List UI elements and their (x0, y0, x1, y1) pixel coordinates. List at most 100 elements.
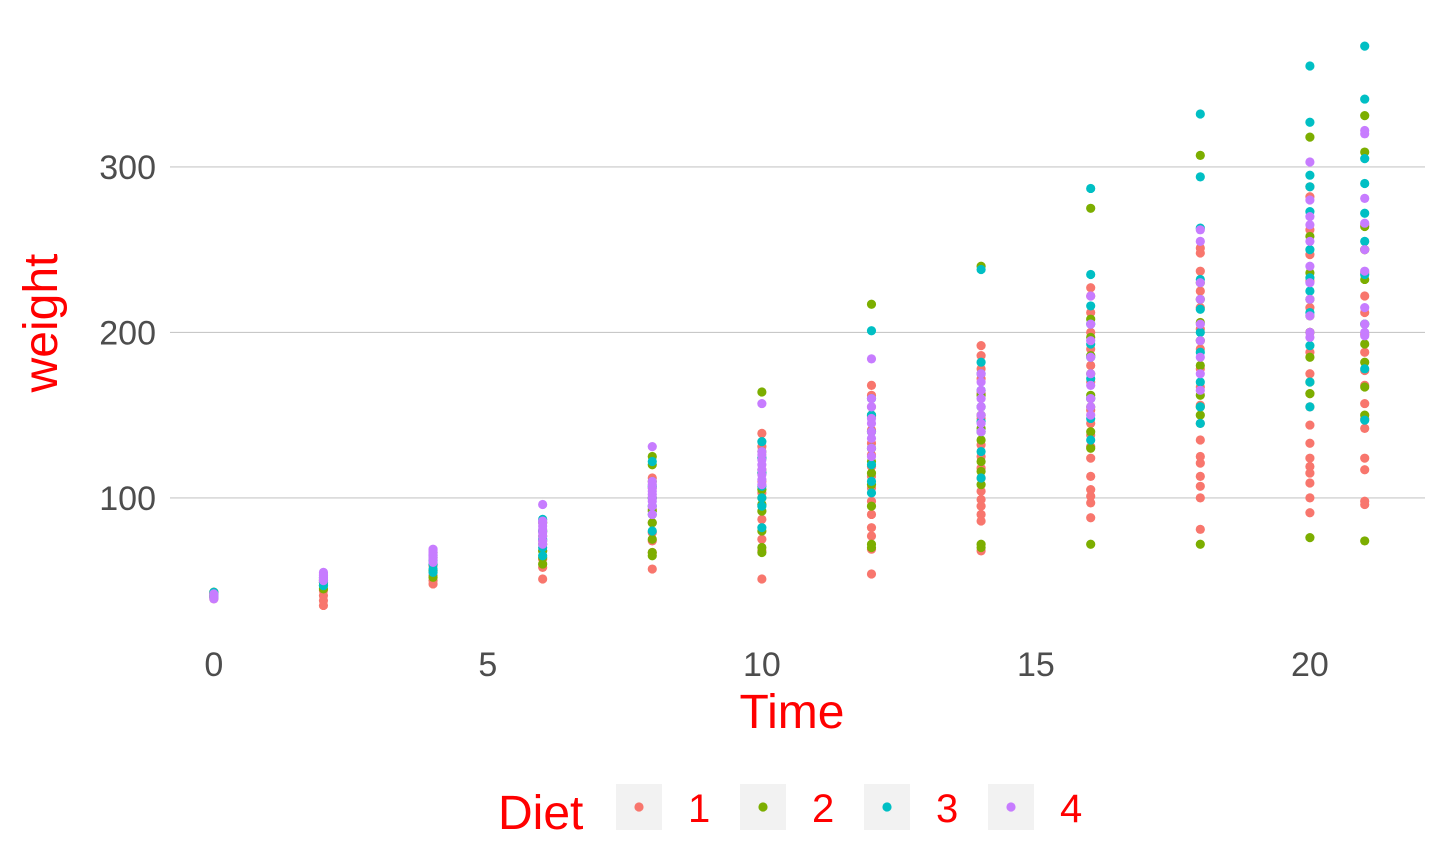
y-tick-label-100: 100 (99, 480, 156, 518)
data-point (1086, 319, 1096, 329)
data-point (1305, 245, 1315, 255)
data-point (866, 569, 877, 579)
data-point (1086, 291, 1096, 301)
data-point (1305, 327, 1315, 338)
data-point (1305, 61, 1315, 71)
data-point (976, 264, 986, 275)
data-point (866, 488, 877, 498)
data-point (757, 514, 767, 525)
data-point (1086, 203, 1096, 213)
gridlines (170, 166, 1425, 499)
data-point (1360, 208, 1370, 218)
x-tick-label-5: 5 (478, 646, 497, 684)
data-point (1195, 327, 1205, 338)
data-point (1305, 157, 1315, 167)
data-point (976, 410, 986, 420)
data-point (1195, 539, 1205, 549)
data-point (757, 574, 767, 584)
data-point (647, 441, 657, 452)
legend-key-point (882, 802, 892, 812)
data-point (757, 398, 767, 409)
data-point (1360, 266, 1370, 276)
data-point (1086, 283, 1096, 293)
y-axis-title: weight (15, 254, 68, 394)
data-point (1305, 261, 1315, 271)
data-point (1195, 304, 1205, 314)
data-point (757, 523, 767, 533)
data-point (1305, 117, 1315, 127)
legend-item-4: 4 (988, 784, 1082, 831)
data-point (1086, 369, 1096, 379)
data-point (866, 394, 877, 404)
data-point (1195, 458, 1205, 468)
legend-label-1: 1 (688, 787, 710, 831)
data-point (1086, 443, 1096, 453)
data-point (1305, 461, 1315, 472)
data-point (1086, 380, 1096, 390)
data-point (1086, 394, 1096, 404)
data-point (1305, 508, 1315, 518)
data-point (538, 574, 548, 584)
data-point (1086, 471, 1096, 481)
data-point (1305, 369, 1315, 379)
legend-key-point (758, 802, 768, 812)
data-point (318, 567, 329, 577)
data-point (1360, 364, 1370, 374)
data-point (866, 299, 877, 309)
data-point (1305, 533, 1315, 543)
series-diet-2 (209, 111, 1370, 602)
data-point (647, 526, 657, 536)
legend-label-2: 2 (812, 787, 834, 831)
series-diet-3 (209, 41, 1370, 602)
data-point (647, 534, 657, 544)
data-point (1360, 111, 1370, 121)
data-point (976, 473, 986, 483)
data-point (1305, 286, 1315, 296)
x-tick-label-10: 10 (743, 646, 781, 684)
data-point (1360, 94, 1370, 104)
data-point (1360, 453, 1370, 463)
data-point (1195, 266, 1205, 276)
data-point (866, 531, 877, 541)
data-point (976, 369, 986, 379)
legend-label-3: 3 (936, 787, 958, 831)
series-diet-4 (209, 125, 1370, 604)
data-point (538, 499, 548, 510)
data-point (1360, 178, 1370, 189)
data-point (866, 433, 877, 443)
data-point (1360, 327, 1370, 338)
data-point (866, 501, 877, 511)
data-point (1305, 468, 1315, 478)
data-point (647, 547, 657, 558)
data-point (976, 341, 986, 351)
data-point (976, 402, 986, 412)
legend-item-2: 2 (740, 784, 834, 831)
data-point (866, 413, 877, 424)
data-point (1086, 301, 1096, 311)
data-point (1195, 418, 1205, 429)
data-point (1195, 360, 1205, 371)
data-point (866, 326, 877, 336)
data-point (1195, 225, 1205, 235)
data-point (866, 460, 877, 470)
data-point (866, 468, 877, 478)
data-point (1195, 278, 1205, 288)
data-point (976, 357, 986, 367)
data-point (866, 402, 877, 412)
data-point (1086, 485, 1096, 495)
data-point (1360, 496, 1370, 506)
data-point (1360, 415, 1370, 425)
data-point (1360, 154, 1370, 164)
data-point (1195, 410, 1205, 420)
data-point (976, 480, 986, 490)
data-point (757, 493, 767, 503)
data-point (1195, 369, 1205, 379)
data-point (1195, 377, 1205, 387)
data-point (1305, 182, 1315, 192)
data-point (757, 437, 767, 447)
data-point (1195, 172, 1205, 182)
data-point (976, 466, 986, 477)
data-point (1086, 453, 1096, 463)
data-point (757, 534, 767, 544)
data-points (209, 41, 1370, 611)
